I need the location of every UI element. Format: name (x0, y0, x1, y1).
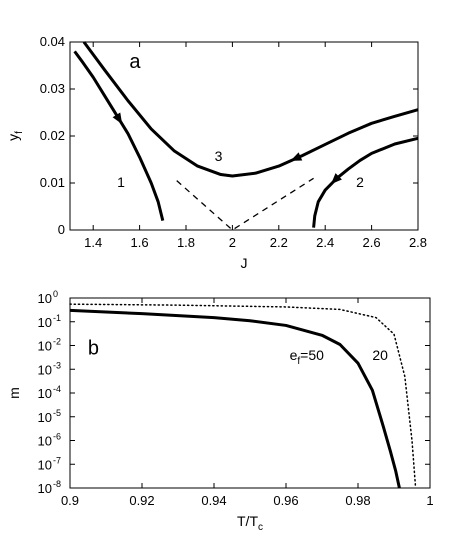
panel-b-xlabel: T/T (237, 513, 258, 529)
b-xtick-label: 1 (426, 493, 433, 508)
panel-b-ticks: 0.9 0.92 0.94 0.96 0.98 110 010 -110 -210 -310 -41… (38, 289, 434, 508)
b-ytick-exponent: -3 (53, 360, 61, 370)
b-ytick-label: 10 (38, 291, 52, 306)
panel-a-ylabel: y (5, 134, 21, 141)
b-xtick-label: 0.9 (61, 493, 79, 508)
b-ytick-label: 10 (38, 434, 52, 449)
a-curve-label: 3 (215, 148, 223, 164)
a-ytick-label: 0.04 (40, 34, 65, 49)
a-series-line (312, 136, 419, 228)
panel-a: 1.4 1.6 1.8 2 2.2 2.4 2.6 2.800.010.020.030.04 … (5, 34, 427, 271)
a-ytick-label: 0 (58, 222, 65, 237)
b-xtick-label: 0.98 (345, 493, 370, 508)
b-ytick-exponent: -2 (53, 337, 61, 347)
a-series-line (176, 177, 314, 231)
panel-a-xlabel: J (241, 255, 248, 271)
a-xtick-label: 2 (229, 235, 236, 250)
b-xtick-label: 0.94 (201, 493, 226, 508)
b-ytick-label: 10 (38, 386, 52, 401)
b-ytick-exponent: -5 (53, 408, 61, 418)
b-ytick-exponent: -7 (53, 455, 61, 465)
b-ytick-label: 10 (38, 315, 52, 330)
a-ytick-label: 0.03 (40, 81, 65, 96)
panel-a-ticks: 1.4 1.6 1.8 2 2.2 2.4 2.6 2.8 0 0.01 0.02 0.03 0.04 (40, 34, 427, 250)
panel-b-ylabel-group: m (6, 387, 22, 399)
panel-b: 0.9 0.92 0.94 0.96 0.98 110 010 -110 -210 -310 -41… (6, 289, 434, 533)
b-ytick-exponent: -6 (53, 432, 61, 442)
panel-b-xlabel-subscript: c (258, 522, 263, 533)
svg-text:T/Tc: T/Tc (237, 513, 263, 533)
b-ytick-label: 10 (38, 457, 52, 472)
panel-b-ylabel: m (6, 387, 22, 399)
a-arrow-head (290, 152, 303, 161)
a-arrow-head (112, 112, 123, 125)
b-xtick-label: 0.96 (273, 493, 298, 508)
a-xtick-label: 2.4 (316, 235, 334, 250)
a-ytick-label: 0.01 (40, 175, 65, 190)
panel-b-annotations: b ef=50 20 (88, 337, 388, 366)
a-series-line (73, 50, 165, 221)
b-ytick-exponent: -1 (53, 313, 61, 323)
a-xtick-label: 1.6 (131, 235, 149, 250)
b-ytick-label: 10 (38, 339, 52, 354)
a-ytick-label: 0.02 (40, 128, 65, 143)
panel-a-ylabel-subscript: f (14, 131, 25, 134)
panel-a-ylabel-group: yf (5, 131, 25, 141)
panel-a-curves (73, 41, 419, 231)
a-xtick-label: 1.4 (84, 235, 102, 250)
b-ytick-exponent: -4 (53, 384, 61, 394)
a-xtick-label: 2.8 (409, 235, 427, 250)
panel-a-frame (69, 41, 419, 231)
b-curve-label: ef=50 (290, 347, 325, 367)
a-series-line (82, 41, 419, 178)
a-curve-label: 1 (117, 174, 125, 190)
b-ytick-label: 10 (38, 481, 52, 496)
panel-a-annotations: a 1 2 3 (117, 51, 364, 190)
b-series-line (69, 308, 401, 489)
panel-b-frame (69, 297, 431, 489)
b-ytick-exponent: 0 (53, 289, 58, 299)
b-curve-label: 20 (372, 347, 388, 363)
b-ytick-exponent: -8 (53, 479, 61, 489)
panel-b-curves (69, 303, 417, 489)
a-curve-label: 2 (356, 174, 364, 190)
panel-a-letter: a (129, 51, 141, 73)
panel-b-letter: b (88, 337, 99, 359)
b-ytick-label: 10 (38, 362, 52, 377)
b-series-line (69, 303, 417, 489)
a-xtick-label: 2.6 (363, 235, 381, 250)
b-ytick-label: 10 (38, 410, 52, 425)
a-xtick-label: 1.8 (177, 235, 195, 250)
a-xtick-label: 2.2 (270, 235, 288, 250)
a-arrow-head (331, 173, 342, 185)
b-xtick-label: 0.92 (129, 493, 154, 508)
svg-text:yf: yf (5, 131, 25, 141)
